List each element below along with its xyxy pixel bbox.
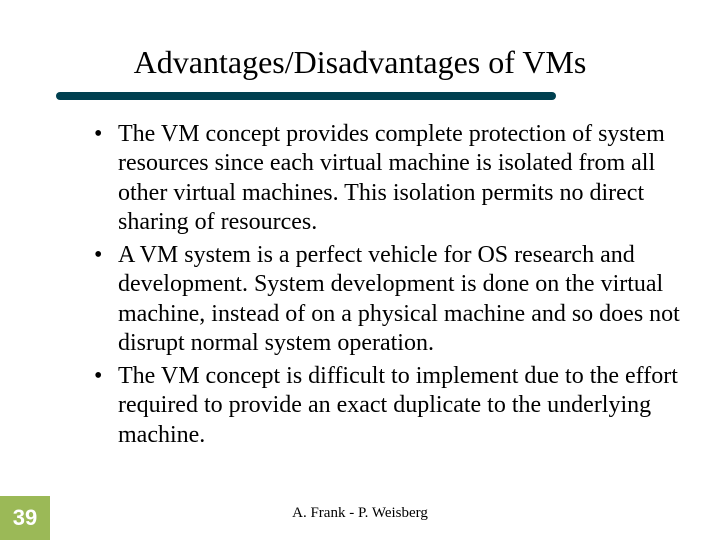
bullet-list: The VM concept provides complete protect…: [90, 120, 700, 450]
bullet-item: The VM concept is difficult to implement…: [90, 362, 700, 450]
bullet-item: The VM concept provides complete protect…: [90, 120, 700, 237]
footer-attribution: A. Frank - P. Weisberg: [0, 505, 720, 522]
slide-body: The VM concept provides complete protect…: [90, 120, 700, 454]
slide-title: Advantages/Disadvantages of VMs: [0, 44, 720, 81]
slide: Advantages/Disadvantages of VMs The VM c…: [0, 0, 720, 540]
title-underline: [56, 92, 556, 100]
bullet-item: A VM system is a perfect vehicle for OS …: [90, 241, 700, 358]
